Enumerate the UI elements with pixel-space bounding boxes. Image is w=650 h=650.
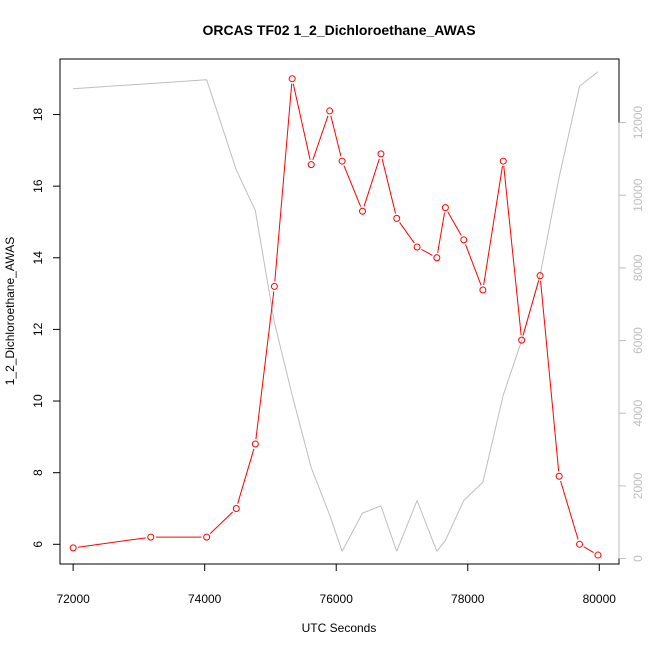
secondary-line-segment <box>396 500 418 552</box>
secondary-line-segment <box>310 467 331 516</box>
y2-tick-label: 2000 <box>631 472 645 499</box>
primary-line-segment <box>503 165 522 336</box>
primary-line-segment <box>447 211 462 236</box>
secondary-line-segment <box>254 210 275 323</box>
primary-data-point <box>594 551 602 559</box>
primary-line-segment <box>540 280 560 472</box>
primary-data-point <box>460 236 468 244</box>
primary-line-segment <box>381 158 397 214</box>
y2-tick-label: 4000 <box>631 400 645 427</box>
primary-data-point <box>338 157 346 165</box>
primary-line-segment <box>312 115 329 161</box>
primary-line-segment <box>437 212 446 253</box>
chart-title: ORCAS TF02 1_2_Dichloroethane_AWAS <box>202 22 475 38</box>
primary-data-point <box>270 282 278 290</box>
primary-data-point <box>307 161 315 169</box>
primary-line-segment <box>237 448 255 504</box>
y2-tick-label: 12000 <box>631 106 645 140</box>
x-tick-label: 76000 <box>320 592 354 606</box>
y-tick-label: 6 <box>31 541 45 548</box>
y-tick-label: 18 <box>31 108 45 122</box>
y-axis-label: 1_2_Dichloroethane_AWAS <box>3 237 17 386</box>
primary-line-segment <box>522 280 540 336</box>
secondary-line-segment <box>558 86 581 178</box>
series-primary <box>69 75 602 559</box>
secondary-line-segment <box>273 322 293 396</box>
secondary-line-segment <box>235 169 256 211</box>
primary-line-segment <box>399 222 415 244</box>
secondary-line-segment <box>329 514 343 552</box>
primary-data-point <box>499 157 507 165</box>
primary-data-point <box>576 540 584 548</box>
primary-data-point <box>288 75 296 83</box>
primary-data-point <box>393 214 401 222</box>
secondary-line-segment <box>206 79 237 170</box>
secondary-line-segment <box>463 481 484 501</box>
secondary-line-segment <box>502 340 523 396</box>
primary-data-point <box>326 107 334 115</box>
primary-data-point <box>377 150 385 158</box>
primary-line-segment <box>274 83 293 282</box>
primary-data-point <box>518 336 526 344</box>
y2-tick-label: 6000 <box>631 327 645 354</box>
primary-line-segment <box>583 546 594 553</box>
x-tick-label: 74000 <box>188 592 222 606</box>
primary-data-point <box>203 533 211 541</box>
y2-tick-label: 8000 <box>631 254 645 281</box>
primary-data-point <box>147 533 155 541</box>
primary-data-point <box>232 504 240 512</box>
primary-data-point <box>555 472 563 480</box>
primary-line-segment <box>363 158 380 207</box>
primary-line-segment <box>292 83 311 160</box>
primary-data-point <box>441 204 449 212</box>
primary-data-point <box>69 544 77 552</box>
secondary-line-segment <box>539 176 560 276</box>
primary-line-segment <box>209 511 234 535</box>
y-tick-label: 8 <box>31 469 45 476</box>
primary-data-point <box>433 254 441 262</box>
series-secondary <box>73 71 599 552</box>
y-tick-label: 10 <box>31 394 45 408</box>
primary-line-segment <box>255 291 275 440</box>
secondary-line-segment <box>362 505 382 514</box>
y-tick-label: 14 <box>31 251 45 265</box>
y-tick-label: 12 <box>31 322 45 336</box>
x-axis: 72000 74000 76000 78000 80000 <box>56 563 617 606</box>
primary-line-segment <box>78 537 146 548</box>
secondary-line-segment <box>291 394 312 468</box>
primary-data-point <box>359 207 367 215</box>
y-tick-label: 16 <box>31 179 45 193</box>
primary-data-point <box>251 440 259 448</box>
primary-line-segment <box>560 480 579 540</box>
y-axis-right: 0 2000 4000 6000 8000 10000 12000 <box>618 106 645 562</box>
secondary-line-segment <box>341 512 363 552</box>
primary-line-segment <box>343 165 362 207</box>
primary-line-segment <box>483 165 503 286</box>
secondary-line-segment <box>380 505 398 552</box>
secondary-line-segment <box>73 79 207 90</box>
primary-data-point <box>479 286 487 294</box>
secondary-line-segment <box>416 500 438 552</box>
y2-tick-label: 10000 <box>631 178 645 212</box>
x-tick-label: 78000 <box>451 592 485 606</box>
primary-data-point <box>536 272 544 280</box>
primary-line-segment <box>330 115 342 157</box>
secondary-line-segment <box>444 500 465 541</box>
x-tick-label: 72000 <box>56 592 90 606</box>
x-axis-label: UTC Seconds <box>302 621 377 635</box>
secondary-line-segment <box>579 71 599 87</box>
primary-line-segment <box>421 248 433 256</box>
y2-tick-label: 0 <box>631 555 645 562</box>
secondary-line-segment <box>482 394 504 483</box>
x-tick-label: 80000 <box>583 592 617 606</box>
secondary-line-segment <box>436 540 446 552</box>
primary-line-segment <box>465 244 482 286</box>
primary-data-point <box>413 243 421 251</box>
plot-frame <box>59 58 620 565</box>
y-axis-left: 6 8 10 12 14 16 18 <box>31 108 61 548</box>
